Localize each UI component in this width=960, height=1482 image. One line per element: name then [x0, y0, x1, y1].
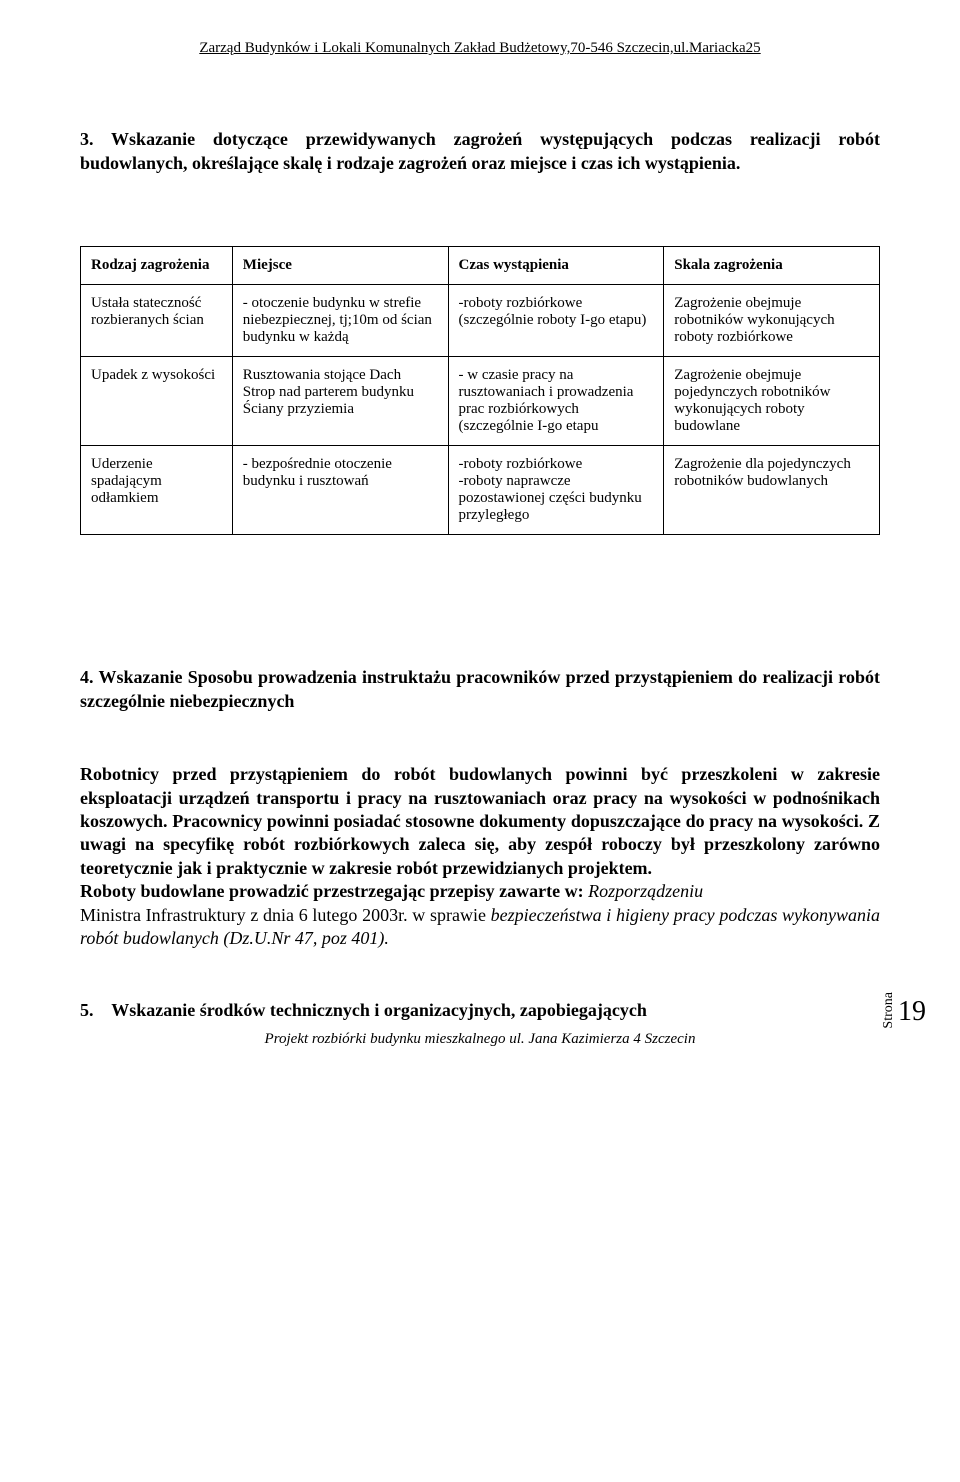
- section-3-title: Wskazanie dotyczące przewidywanych zagro…: [80, 129, 880, 173]
- section-4-title: Wskazanie Sposobu prowadzenia instruktaż…: [80, 667, 880, 711]
- col-header-3: Skala zagrożenia: [664, 246, 880, 284]
- paragraph-3a: Ministra Infrastruktury z dnia 6 lutego …: [80, 905, 412, 925]
- section-4-heading: 4. Wskazanie Sposobu prowadzenia instruk…: [80, 665, 880, 714]
- page-number-marker: Strona 19: [881, 992, 926, 1029]
- section-3-heading: 3. Wskazanie dotyczące przewidywanych za…: [80, 127, 880, 176]
- cell: -roboty rozbiórkowe -roboty naprawcze po…: [448, 445, 664, 534]
- cell: - w czasie pracy na rusztowaniach i prow…: [448, 356, 664, 445]
- section-3-number: 3.: [80, 129, 94, 149]
- table-header-row: Rodzaj zagrożenia Miejsce Czas wystąpien…: [81, 246, 880, 284]
- cell: - otoczenie budynku w strefie niebezpiec…: [232, 284, 448, 356]
- paragraph-2a: Roboty budowlane prowadzić przestrzegają…: [80, 881, 588, 901]
- paragraph-1: Robotnicy przed przystąpieniem do robót …: [80, 764, 880, 878]
- page-container: Zarząd Budynków i Lokali Komunalnych Zak…: [0, 0, 960, 1078]
- section-5-heading: 5. Wskazanie środków technicznych i orga…: [80, 1000, 880, 1021]
- table-row: Uderzenie spadającym odłamkiem - bezpośr…: [81, 445, 880, 534]
- cell: Uderzenie spadającym odłamkiem: [81, 445, 233, 534]
- cell: Zagrożenie dla pojedynczych robotników b…: [664, 445, 880, 534]
- paragraph-2b: Rozporządzeniu: [588, 881, 703, 901]
- paragraph-3b: w sprawie: [412, 905, 490, 925]
- table-row: Upadek z wysokości Rusztowania stojące D…: [81, 356, 880, 445]
- col-header-0: Rodzaj zagrożenia: [81, 246, 233, 284]
- col-header-2: Czas wystąpienia: [448, 246, 664, 284]
- table-row: Ustała stateczność rozbieranych ścian - …: [81, 284, 880, 356]
- section-4-body: Robotnicy przed przystąpieniem do robót …: [80, 763, 880, 950]
- section-5-title: Wskazanie środków technicznych i organiz…: [111, 1000, 647, 1020]
- col-header-1: Miejsce: [232, 246, 448, 284]
- document-footer: Projekt rozbiórki budynku mieszkalnego u…: [80, 1031, 880, 1048]
- section-4-number: 4.: [80, 667, 94, 687]
- page-label: Strona: [881, 992, 897, 1029]
- cell: Zagrożenie obejmuje robotników wykonując…: [664, 284, 880, 356]
- hazard-table: Rodzaj zagrożenia Miejsce Czas wystąpien…: [80, 246, 880, 535]
- cell: -roboty rozbiórkowe (szczególnie roboty …: [448, 284, 664, 356]
- cell: Ustała stateczność rozbieranych ścian: [81, 284, 233, 356]
- cell: Rusztowania stojące Dach Strop nad parte…: [232, 356, 448, 445]
- cell: Zagrożenie obejmuje pojedynczych robotni…: [664, 356, 880, 445]
- cell: - bezpośrednie otoczenie budynku i ruszt…: [232, 445, 448, 534]
- page-number: 19: [898, 996, 926, 1028]
- document-header: Zarząd Budynków i Lokali Komunalnych Zak…: [80, 40, 880, 57]
- section-5-number: 5.: [80, 1000, 94, 1020]
- cell: Upadek z wysokości: [81, 356, 233, 445]
